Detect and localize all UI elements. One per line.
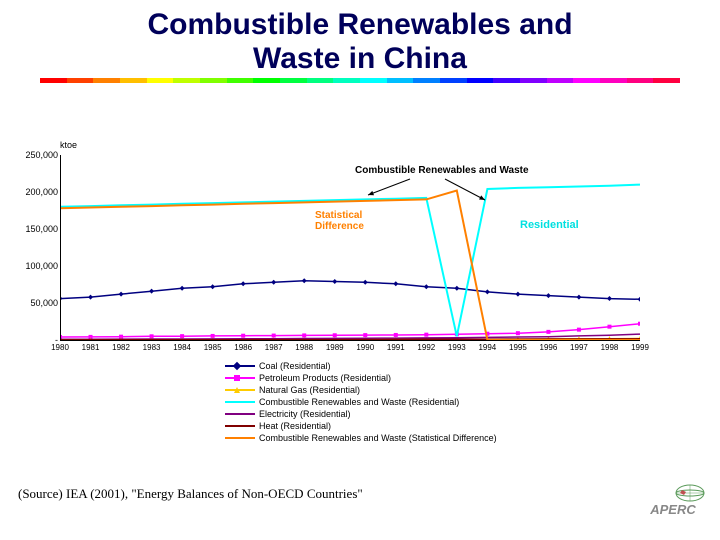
annotation-arrow <box>0 0 720 540</box>
